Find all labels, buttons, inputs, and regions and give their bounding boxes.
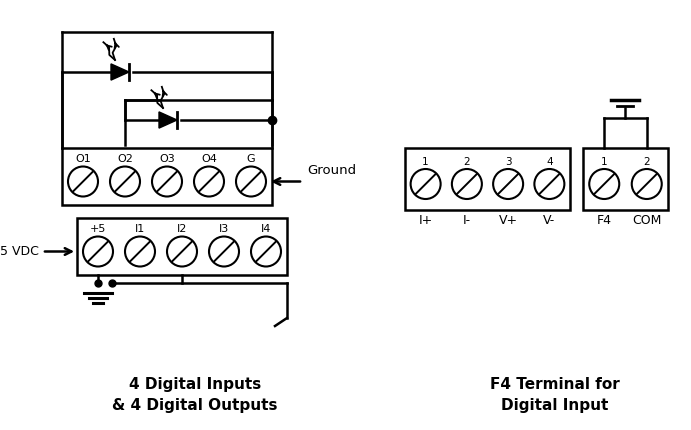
Bar (583, 148, 668, 210)
Text: O3: O3 (159, 154, 175, 165)
Circle shape (632, 169, 662, 199)
Bar (62, 148, 272, 205)
Circle shape (410, 169, 441, 199)
Text: O1: O1 (75, 154, 91, 165)
Text: V-: V- (543, 214, 556, 227)
Text: F4: F4 (597, 214, 612, 227)
Text: 4 Digital Inputs
& 4 Digital Outputs: 4 Digital Inputs & 4 Digital Outputs (112, 377, 278, 413)
Text: G: G (247, 154, 255, 165)
Text: I-: I- (463, 214, 471, 227)
Text: I+: I+ (419, 214, 433, 227)
Text: +5: +5 (90, 224, 106, 234)
Polygon shape (159, 112, 177, 128)
Circle shape (110, 166, 140, 197)
Text: 1: 1 (601, 157, 607, 167)
Text: O4: O4 (201, 154, 217, 165)
Text: COM: COM (632, 214, 661, 227)
Text: Ground: Ground (307, 165, 356, 178)
Circle shape (167, 237, 197, 267)
Text: 1: 1 (422, 157, 429, 167)
Circle shape (152, 166, 182, 197)
Text: I3: I3 (219, 224, 229, 234)
Bar (77, 218, 287, 275)
Circle shape (452, 169, 482, 199)
Circle shape (589, 169, 619, 199)
Text: 4: 4 (546, 157, 553, 167)
Text: I2: I2 (177, 224, 187, 234)
Text: F4 Terminal for
Digital Input: F4 Terminal for Digital Input (490, 377, 620, 413)
Text: I4: I4 (261, 224, 271, 234)
Circle shape (125, 237, 155, 267)
Circle shape (251, 237, 281, 267)
Circle shape (236, 166, 266, 197)
Text: 2: 2 (643, 157, 650, 167)
Text: O2: O2 (117, 154, 133, 165)
Text: V+: V+ (499, 214, 518, 227)
Text: I1: I1 (135, 224, 145, 234)
Text: 2: 2 (464, 157, 470, 167)
Circle shape (68, 166, 98, 197)
Bar (405, 148, 570, 210)
Circle shape (534, 169, 565, 199)
Text: 3: 3 (505, 157, 511, 167)
Text: 5 VDC: 5 VDC (0, 245, 39, 258)
Circle shape (209, 237, 239, 267)
Circle shape (493, 169, 523, 199)
Circle shape (194, 166, 224, 197)
Circle shape (83, 237, 113, 267)
Polygon shape (111, 64, 129, 80)
